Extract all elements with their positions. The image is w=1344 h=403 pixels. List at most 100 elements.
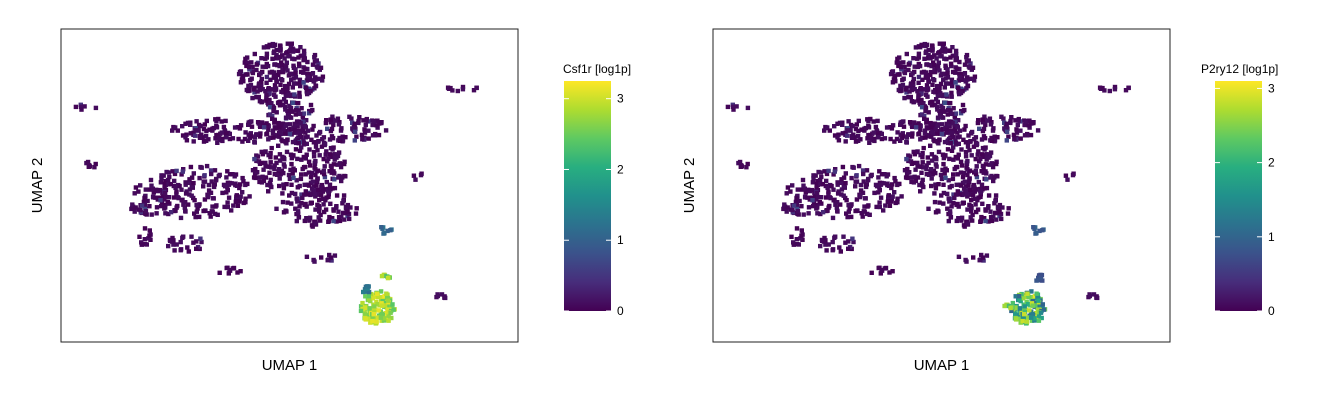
cell-point (934, 157, 939, 162)
cell-point (824, 208, 829, 213)
cell-point (149, 212, 154, 217)
cell-point (968, 187, 973, 193)
cell-point (960, 72, 965, 77)
cell-point (322, 141, 328, 146)
cell-point (841, 193, 846, 198)
cell-point (957, 192, 963, 197)
cell-point (901, 134, 906, 139)
cell-point (915, 149, 920, 154)
cell-point (318, 218, 323, 223)
cell-point (919, 170, 924, 175)
cell-point (1070, 172, 1076, 178)
cell-point (980, 117, 985, 122)
cell-point (832, 169, 837, 174)
cell-point (288, 167, 293, 173)
cell-point (983, 218, 988, 224)
cell-point (916, 74, 922, 80)
cell-point (806, 211, 811, 216)
cell-point (1026, 123, 1031, 128)
cell-point (194, 119, 199, 124)
cell-point (906, 95, 911, 100)
cell-point (855, 133, 861, 139)
cell-point (974, 209, 979, 215)
cell-point (270, 116, 275, 121)
cell-point (244, 87, 249, 93)
cell-point (911, 160, 916, 166)
cell-point (289, 155, 294, 161)
cell-point (1004, 138, 1009, 143)
cell-point (1030, 311, 1035, 317)
cell-point (864, 168, 870, 173)
cell-point (347, 114, 352, 119)
cell-point (297, 131, 302, 136)
cell-point (327, 169, 332, 174)
cell-point (923, 92, 929, 97)
cell-point (917, 164, 923, 169)
cell-point (280, 69, 286, 75)
colorbar-tick-label: 0 (1268, 304, 1275, 318)
cell-point (882, 172, 887, 177)
cell-point (158, 198, 163, 203)
cell-point (272, 172, 277, 177)
cell-point (296, 61, 302, 66)
cell-point (250, 70, 256, 76)
cell-point (354, 134, 359, 139)
cell-point (920, 77, 925, 82)
cell-point (941, 161, 946, 167)
cell-point (890, 69, 896, 74)
cell-point (73, 104, 79, 110)
cell-point (306, 159, 312, 164)
cell-point (927, 62, 932, 68)
cell-point (322, 209, 327, 215)
cell-point (949, 77, 955, 82)
cell-point (950, 53, 955, 58)
cell-point (307, 216, 312, 221)
cell-point (139, 203, 145, 208)
cell-point (362, 130, 368, 135)
cell-point (298, 53, 303, 58)
cell-point (906, 132, 911, 137)
cell-point (921, 145, 926, 151)
cell-point (954, 66, 960, 71)
cell-point (929, 134, 934, 139)
cell-point (814, 206, 819, 211)
cell-point (183, 180, 188, 185)
cell-point (893, 179, 898, 184)
cell-point (448, 85, 453, 91)
cell-point (1015, 313, 1020, 318)
cell-point (846, 239, 851, 244)
cell-point (204, 118, 209, 124)
cell-point (312, 52, 318, 58)
cell-point (940, 115, 946, 120)
cell-point (162, 197, 167, 202)
cell-point (971, 144, 977, 149)
cell-point (938, 53, 943, 59)
cell-point (899, 194, 904, 199)
cell-point (938, 172, 944, 178)
cell-point (887, 203, 893, 208)
cell-point (868, 173, 873, 179)
cell-point (332, 152, 337, 157)
cell-point (973, 171, 979, 177)
cell-point (322, 174, 328, 180)
cell-point (284, 182, 289, 187)
cell-point (1036, 313, 1042, 318)
cell-point (376, 132, 382, 138)
cell-point (332, 157, 337, 162)
cell-point (879, 267, 884, 273)
cell-point (290, 139, 296, 145)
cell-point (191, 139, 196, 144)
cell-point (175, 195, 180, 200)
cell-point (159, 176, 164, 181)
cell-point (835, 209, 840, 214)
cell-point (904, 135, 910, 140)
cell-point (946, 196, 951, 201)
cell-point (272, 163, 277, 168)
cell-point (951, 145, 956, 150)
cell-point (264, 93, 269, 98)
cell-point (209, 209, 214, 214)
cell-point (941, 109, 947, 114)
cell-point (731, 107, 736, 112)
cell-point (977, 159, 982, 164)
cell-point (991, 126, 996, 131)
